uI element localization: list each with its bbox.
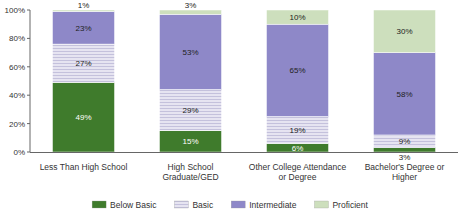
y-tick bbox=[27, 66, 30, 67]
legend-swatch bbox=[92, 201, 106, 208]
data-labels: 49% 15% 6% 3% 27% 29% 19% 9% 23% 53% 65% 58% 1% 3% 10%… bbox=[75, 1, 412, 162]
x-tick-label-line: Other College Attendance bbox=[249, 162, 347, 172]
bar-segment bbox=[266, 24, 328, 116]
bar-segment bbox=[159, 14, 221, 89]
x-tick-label: Less Than High School bbox=[40, 162, 128, 172]
y-tick bbox=[27, 123, 30, 124]
data-label: 3% bbox=[185, 1, 197, 10]
x-tick-label: High SchoolGraduate/GED bbox=[162, 162, 218, 182]
data-label: 6% bbox=[292, 144, 304, 153]
bar-segment bbox=[373, 148, 435, 152]
legend-label: Basic bbox=[192, 200, 214, 210]
data-label: 58% bbox=[396, 90, 412, 99]
x-tick-label-line: Less Than High School bbox=[40, 162, 128, 172]
bar-segment bbox=[159, 10, 221, 14]
bar-segment bbox=[52, 44, 114, 82]
y-tick bbox=[27, 152, 30, 153]
y-tick bbox=[27, 38, 30, 39]
data-label: 15% bbox=[182, 137, 198, 146]
data-label: 23% bbox=[75, 24, 91, 33]
x-tick-label-line: Bachelor's Degree or bbox=[365, 162, 445, 172]
y-tick-label: 0% bbox=[13, 148, 25, 157]
y-tick-label: 20% bbox=[9, 120, 25, 129]
x-tick-label: Other College Attendanceor Degree bbox=[249, 162, 347, 182]
data-label: 29% bbox=[182, 106, 198, 115]
y-tick bbox=[27, 10, 30, 11]
bar-segment bbox=[266, 10, 328, 24]
y-tick-label: 40% bbox=[9, 91, 25, 100]
bar-segment bbox=[266, 143, 328, 152]
x-tick-label-line: Higher bbox=[392, 172, 417, 182]
legend-swatch bbox=[314, 201, 328, 208]
data-label: 27% bbox=[75, 59, 91, 68]
bar-segment bbox=[52, 82, 114, 152]
bar-segment bbox=[159, 131, 221, 152]
data-label: 30% bbox=[396, 27, 412, 36]
y-tick-label: 60% bbox=[9, 63, 25, 72]
bar-segment bbox=[373, 53, 435, 135]
y-tick-label: 80% bbox=[9, 34, 25, 43]
legend-label: Proficient bbox=[332, 200, 368, 210]
bar-segment bbox=[52, 11, 114, 44]
data-label: 10% bbox=[289, 13, 305, 22]
y-axis bbox=[30, 10, 31, 152]
data-label: 53% bbox=[182, 48, 198, 57]
x-tick-label-line: High School bbox=[168, 162, 214, 172]
bar-segment bbox=[266, 117, 328, 144]
y-tick bbox=[27, 95, 30, 96]
bar-segment bbox=[373, 135, 435, 148]
bar-segment bbox=[52, 10, 114, 11]
y-tick-label: 100% bbox=[5, 6, 25, 15]
data-label: 3% bbox=[399, 153, 411, 162]
data-label: 65% bbox=[289, 66, 305, 75]
chart: 0% 20% 40% 60% 80% 100% 49% 15% 6% 3% 27% 29% 19% 9% 2… bbox=[0, 0, 460, 216]
data-label: 49% bbox=[75, 113, 91, 122]
data-label: 1% bbox=[78, 1, 90, 10]
data-label: 9% bbox=[399, 137, 411, 146]
legend-label: Intermediate bbox=[249, 200, 297, 210]
bars bbox=[52, 10, 435, 152]
legend-label: Below Basic bbox=[110, 200, 157, 210]
x-axis bbox=[30, 152, 458, 153]
legend: Below Basic Basic Intermediate Proficient bbox=[92, 200, 368, 210]
data-label: 19% bbox=[289, 126, 305, 135]
bar-segment bbox=[159, 90, 221, 131]
legend-swatch bbox=[231, 201, 245, 208]
x-tick-label-line: Graduate/GED bbox=[162, 172, 218, 182]
bar-segment bbox=[373, 10, 435, 53]
x-tick-label-line: or Degree bbox=[279, 172, 317, 182]
legend-swatch bbox=[174, 201, 188, 208]
x-tick-label: Bachelor's Degree orHigher bbox=[365, 162, 445, 182]
